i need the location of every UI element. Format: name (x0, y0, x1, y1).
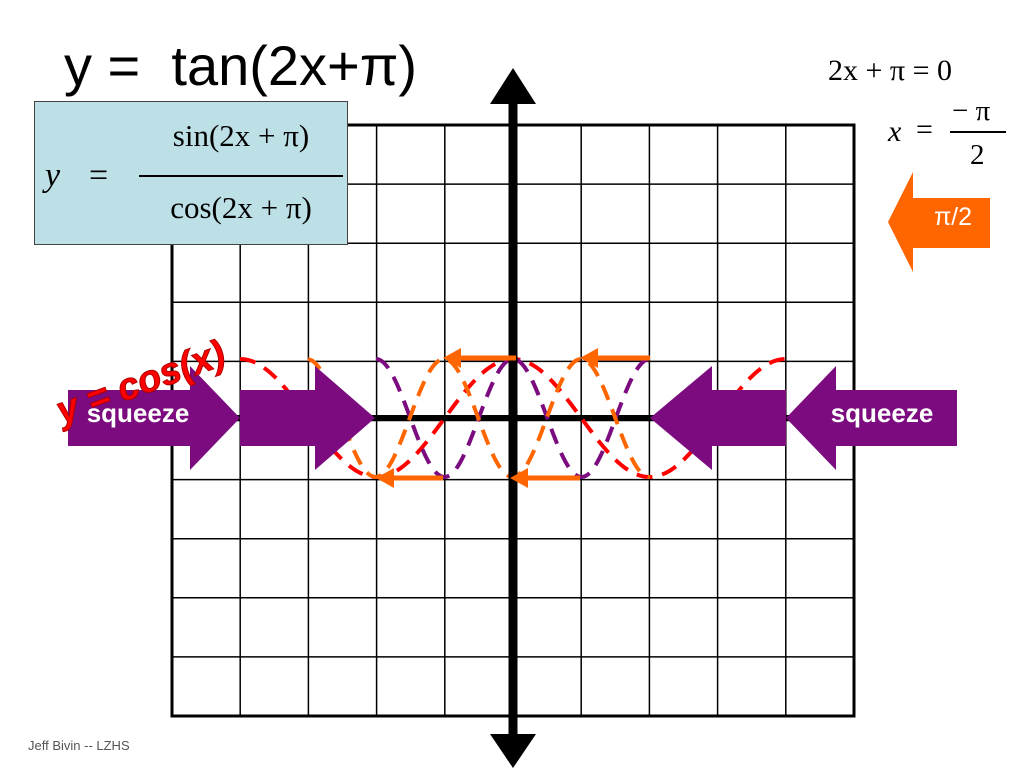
solve-line-2-numerator: − π (952, 95, 991, 127)
formula-denominator: cos(2x + π) (170, 190, 312, 225)
shift-label: π/2 (933, 203, 973, 231)
squeeze-arrows (68, 366, 957, 470)
shift-indicator-arrow (888, 172, 990, 272)
solve-line-1: 2x + π = 0 (828, 54, 952, 87)
solve-line-2-equals: = (916, 113, 933, 146)
squeeze-label-left: squeeze (86, 398, 190, 428)
y-axis-arrow-down-icon (490, 734, 536, 768)
solve-line-2-fraction-bar (950, 131, 1006, 133)
orange-shifted-curve (307, 356, 651, 480)
solve-line-2-denominator: 2 (970, 139, 985, 171)
formula-fraction-bar (139, 175, 343, 177)
slide-title: y = tan(2x+π) (64, 34, 418, 97)
shift-arrows (376, 348, 650, 488)
footer-credit: Jeff Bivin -- LZHS (28, 738, 130, 753)
formula-numerator: sin(2x + π) (172, 118, 310, 153)
formula-equals: = (89, 157, 109, 194)
solve-line-2-lhs: x (888, 115, 902, 148)
formula-lhs: y (45, 157, 61, 194)
squeeze-arrow-right-inner (650, 366, 786, 470)
squeeze-arrow-left-inner (240, 366, 375, 470)
shift-arrow-bottom-1-head (376, 468, 394, 488)
squeeze-label-right: squeeze (830, 398, 934, 428)
squeeze-arrow-right-outer (786, 366, 957, 470)
shift-arrow-top-1-head (443, 348, 461, 368)
y-axis (490, 68, 536, 768)
squeeze-arrow-left-outer (68, 366, 240, 470)
formula-box: y = sin(2x + π) cos(2x + π) (34, 101, 348, 245)
shift-arrow-bottom-2-head (510, 468, 528, 488)
y-axis-arrow-up-icon (490, 68, 536, 104)
shift-arrow-top-2-head (580, 348, 598, 368)
